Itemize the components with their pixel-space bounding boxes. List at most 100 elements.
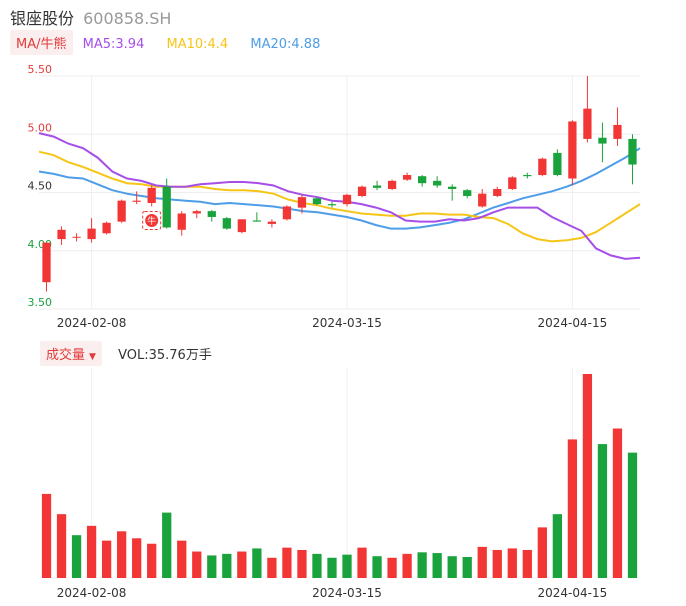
candle-body <box>117 200 126 222</box>
volume-bar <box>522 549 532 578</box>
candle-body <box>463 190 472 196</box>
candle-body <box>357 186 367 196</box>
candle-body <box>583 108 592 139</box>
candle-body <box>598 137 607 144</box>
volume-bar <box>372 556 382 578</box>
candle-body <box>237 219 246 233</box>
y-tick-label: 5.50 <box>28 63 53 76</box>
volume-bar <box>447 556 457 578</box>
volume-button-label: 成交量 <box>46 348 86 363</box>
ma20-legend: MA20:4.88 <box>250 37 321 52</box>
y-tick-label: 3.50 <box>28 296 53 309</box>
candle-body <box>102 222 111 234</box>
stock-header: 银座股份 600858.SH <box>10 5 172 28</box>
candle-body <box>538 158 547 176</box>
candle-body <box>342 194 352 205</box>
ma5-legend: MA5:3.94 <box>82 37 145 52</box>
candle-body <box>478 193 487 207</box>
x-tick-label-volume: 2024-02-08 <box>57 586 127 600</box>
candle-body <box>372 185 382 188</box>
candle-body <box>402 175 412 180</box>
volume-bar <box>552 514 562 578</box>
volume-bar <box>582 374 593 578</box>
indicator-legend: MA/牛熊 MA5:3.94 MA10:4.4 MA20:4.88 <box>10 30 338 55</box>
volume-bar <box>147 543 157 578</box>
volume-bar <box>56 514 67 578</box>
candle-body <box>297 197 307 208</box>
volume-bar <box>342 554 352 578</box>
volume-bar <box>267 557 277 578</box>
volume-bar <box>282 547 292 578</box>
y-tick-label: 4.50 <box>28 180 53 193</box>
volume-bar <box>192 551 202 578</box>
candle-body <box>192 211 201 214</box>
volume-bar <box>417 552 427 578</box>
volume-bar <box>507 548 517 578</box>
volume-bar <box>387 557 397 578</box>
volume-bar <box>177 540 187 578</box>
ma-indicator-button[interactable]: MA/牛熊 <box>10 30 73 55</box>
volume-bar <box>117 531 127 578</box>
x-tick-label: 2024-03-15 <box>312 316 382 330</box>
candle-body <box>418 176 427 184</box>
candle-body <box>87 228 96 240</box>
x-tick-label: 2024-02-08 <box>57 316 127 330</box>
candle-body <box>568 121 577 179</box>
candle-body <box>42 242 51 283</box>
volume-bar <box>627 452 638 578</box>
candle-body <box>433 180 442 186</box>
volume-value: VOL:35.76万手 <box>118 348 212 363</box>
volume-bar <box>132 538 142 578</box>
volume-bar <box>101 540 112 578</box>
candle-body <box>493 189 502 196</box>
candle-body <box>508 177 517 190</box>
volume-bar <box>207 555 217 578</box>
candle-body <box>448 186 457 190</box>
candle-body <box>523 175 532 177</box>
volume-bar <box>162 512 172 578</box>
candle-body <box>177 213 186 230</box>
caret-down-icon: ▼ <box>89 352 96 362</box>
ma10-legend: MA10:4.4 <box>166 37 229 52</box>
candle-body <box>147 187 156 203</box>
volume-bar <box>357 547 367 578</box>
volume-bar <box>492 549 502 578</box>
x-tick-label-volume: 2024-04-15 <box>538 586 608 600</box>
volume-bar <box>612 428 623 578</box>
candle-body <box>387 180 397 190</box>
candle-body <box>207 211 216 217</box>
candle-body <box>327 204 337 206</box>
candle-body <box>312 198 322 205</box>
volume-bar <box>86 525 97 578</box>
volume-bar <box>71 535 82 578</box>
stock-code: 600858.SH <box>83 9 172 28</box>
volume-bar <box>597 444 608 578</box>
volume-bar <box>402 553 412 578</box>
volume-bar <box>477 546 487 578</box>
bull-marker-label: 牛 <box>147 215 156 227</box>
volume-bar <box>432 553 442 578</box>
candle-body <box>132 200 141 202</box>
volume-bar <box>537 527 547 578</box>
volume-indicator-button[interactable]: 成交量 ▼ <box>40 341 102 366</box>
candle-body <box>613 124 622 139</box>
ma20-line <box>38 147 641 230</box>
volume-bar <box>237 551 247 578</box>
candle-body <box>628 138 637 165</box>
volume-bar <box>222 553 232 578</box>
volume-bar <box>297 549 307 578</box>
candle-body <box>222 218 231 229</box>
ma5-line <box>38 132 641 260</box>
volume-legend: 成交量 ▼ VOL:35.76万手 <box>40 341 212 366</box>
x-tick-label: 2024-04-15 <box>538 316 608 330</box>
candle-body <box>57 229 66 240</box>
volume-bar <box>327 557 337 578</box>
stock-name: 银座股份 <box>10 9 75 28</box>
candle-body <box>267 221 277 224</box>
volume-bar <box>312 553 322 578</box>
candle-body <box>252 220 261 222</box>
bull-marker-icon <box>145 213 159 227</box>
volume-bar <box>41 493 52 578</box>
x-tick-label-volume: 2024-03-15 <box>312 586 382 600</box>
